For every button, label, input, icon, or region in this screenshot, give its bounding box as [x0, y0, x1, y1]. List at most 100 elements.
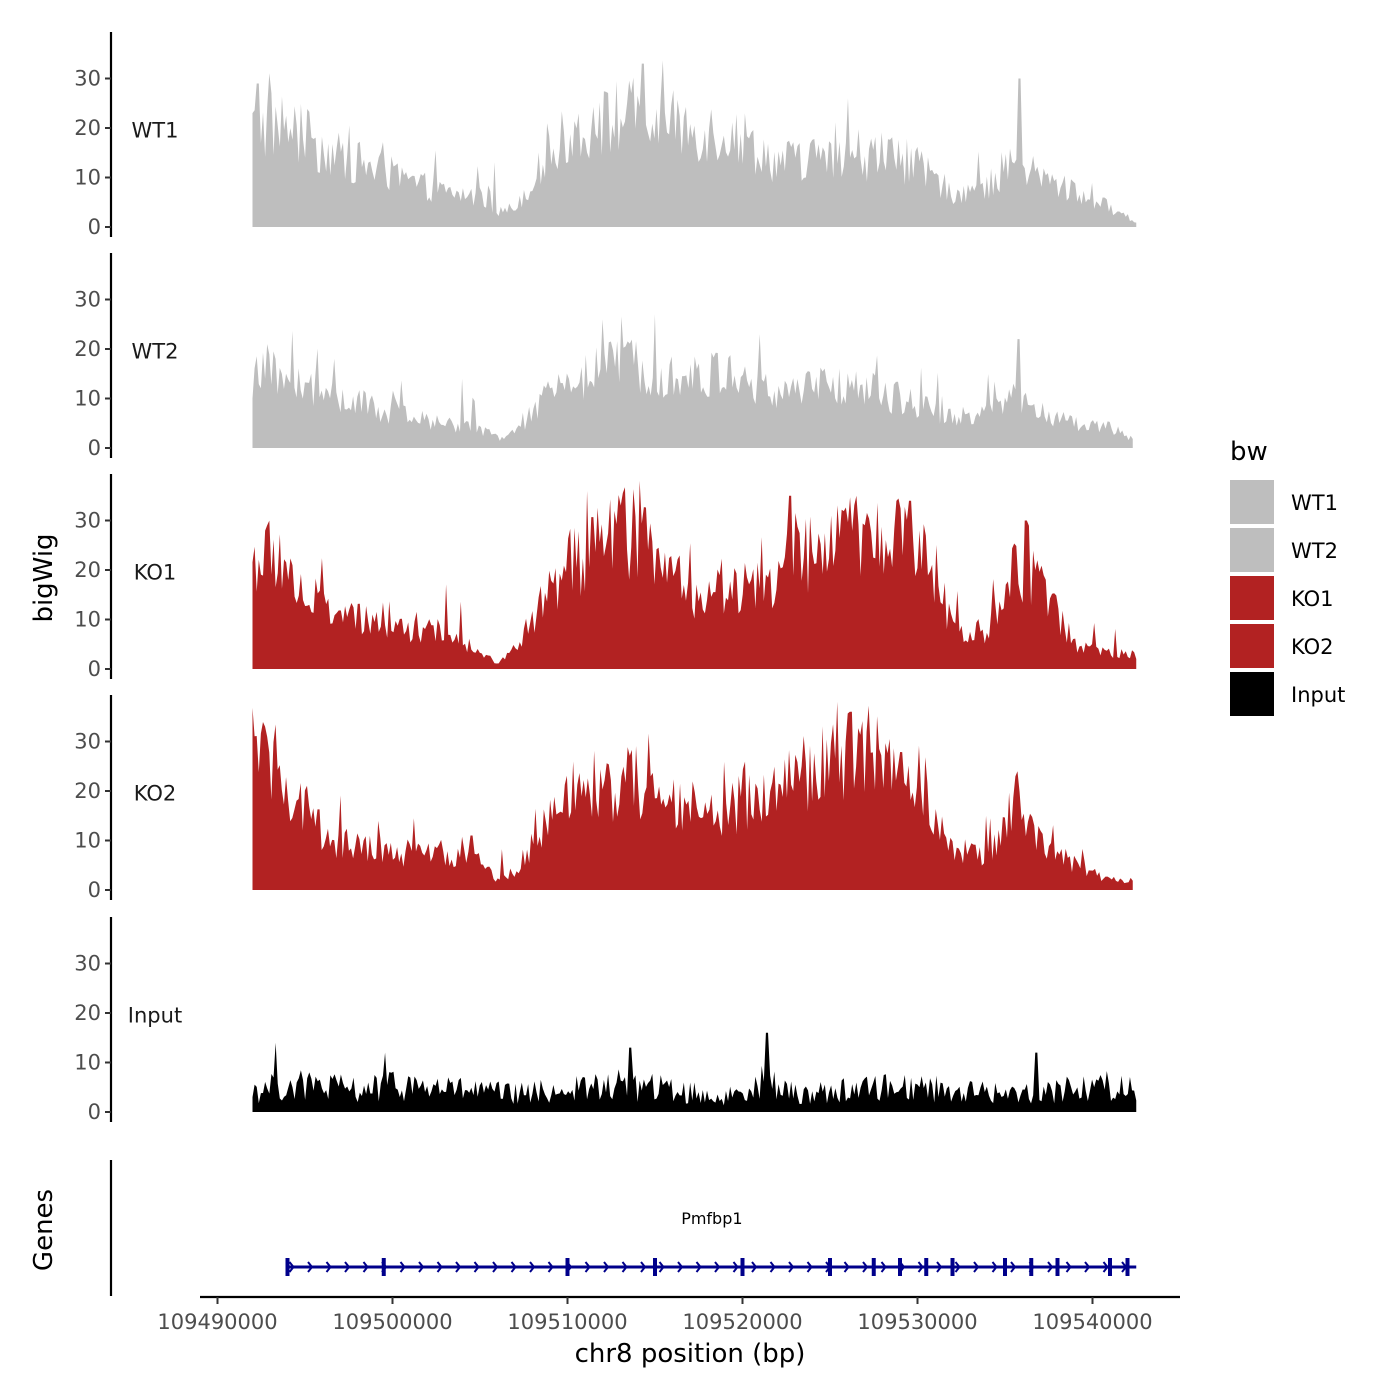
- strand-arrow: [677, 1261, 684, 1273]
- exon: [1029, 1258, 1034, 1276]
- exon: [950, 1258, 955, 1276]
- signal-area-input: [252, 1032, 1137, 1112]
- exon: [285, 1258, 290, 1276]
- x-tick-label: 109520000: [682, 1310, 802, 1334]
- genes-panel: Pmfbp1: [109, 1160, 1137, 1296]
- strand-arrow: [492, 1261, 499, 1273]
- strand-arrow: [344, 1261, 351, 1273]
- y-tick-label: 0: [88, 657, 101, 681]
- strand-arrow: [547, 1261, 554, 1273]
- legend-label: KO2: [1291, 635, 1334, 659]
- legend-key-input: [1230, 672, 1274, 716]
- exon: [1003, 1258, 1007, 1276]
- strand-arrow: [1047, 1261, 1054, 1273]
- track-ko2: 0 10 20 30 KO2: [74, 695, 1133, 902]
- track-label: Input: [128, 1003, 182, 1027]
- strand-arrow: [510, 1261, 517, 1273]
- x-tick-label: 109510000: [507, 1310, 627, 1334]
- strand-arrow: [751, 1261, 758, 1273]
- x-tick-label: 109490000: [157, 1310, 277, 1334]
- y-tick-label: 20: [74, 337, 101, 361]
- x-axis-title: chr8 position (bp): [575, 1339, 806, 1369]
- exon: [740, 1258, 745, 1276]
- exon: [871, 1258, 876, 1276]
- strand-arrow: [658, 1261, 665, 1273]
- strand-arrow: [843, 1261, 850, 1273]
- x-tick-label: 109540000: [1032, 1310, 1152, 1334]
- track-label: WT1: [132, 118, 179, 142]
- exon: [1055, 1258, 1060, 1276]
- y-tick-label: 30: [74, 509, 101, 533]
- track-label: KO2: [134, 781, 177, 805]
- legend-key-ko2: [1230, 624, 1274, 668]
- strand-arrow: [621, 1261, 628, 1273]
- x-tick-label: 109530000: [857, 1310, 977, 1334]
- strand-arrow: [880, 1261, 887, 1273]
- legend-label: WT1: [1291, 491, 1338, 515]
- y-tick-label: 10: [74, 166, 101, 190]
- strand-arrow: [991, 1261, 998, 1273]
- y-tick-label: 20: [74, 558, 101, 582]
- exon: [898, 1258, 902, 1276]
- exon: [1125, 1258, 1130, 1276]
- track-wt2: 0 10 20 30 WT2: [74, 253, 1133, 460]
- y-tick-label: 30: [74, 288, 101, 312]
- gene-name-label: Pmfbp1: [681, 1209, 742, 1228]
- y-tick-label: 0: [88, 1100, 101, 1124]
- legend: bw WT1 WT2 KO1 KO2 Input: [1230, 437, 1345, 716]
- strand-arrow: [1084, 1261, 1091, 1273]
- signal-area-wt1: [252, 60, 1137, 227]
- strand-arrow: [695, 1261, 702, 1273]
- exon: [565, 1258, 570, 1276]
- signal-area-ko2: [252, 701, 1133, 890]
- strand-arrow: [769, 1261, 776, 1273]
- strand-arrow: [418, 1261, 425, 1273]
- strand-arrow: [325, 1261, 332, 1273]
- y-tick-label: 30: [74, 730, 101, 754]
- y-tick-label: 0: [88, 878, 101, 902]
- y-tick-label: 20: [74, 1001, 101, 1025]
- genes-axis-title: Genes: [29, 1189, 59, 1271]
- strand-arrow: [973, 1261, 980, 1273]
- track-label: WT2: [132, 339, 179, 363]
- legend-key-ko1: [1230, 576, 1274, 620]
- strand-arrow: [954, 1261, 961, 1273]
- strand-arrow: [917, 1261, 924, 1273]
- signal-area-wt2: [252, 314, 1133, 448]
- strand-arrow: [455, 1261, 462, 1273]
- strand-arrow: [640, 1261, 647, 1273]
- legend-label: WT2: [1291, 539, 1338, 563]
- strand-arrow: [862, 1261, 869, 1273]
- strand-arrow: [399, 1261, 406, 1273]
- strand-arrow: [936, 1261, 943, 1273]
- strand-arrow: [288, 1261, 295, 1273]
- strand-arrow: [362, 1261, 369, 1273]
- y-tick-label: 0: [88, 436, 101, 460]
- strand-arrow: [584, 1261, 591, 1273]
- strand-arrow: [1065, 1261, 1072, 1273]
- strand-arrow: [529, 1261, 536, 1273]
- strand-arrow: [788, 1261, 795, 1273]
- exon: [924, 1258, 929, 1276]
- track-input: 0 10 20 30 Input: [74, 917, 1137, 1124]
- strand-arrow: [603, 1261, 610, 1273]
- y-tick-label: 10: [74, 829, 101, 853]
- exon: [828, 1258, 832, 1276]
- exon: [1108, 1258, 1112, 1276]
- legend-key-wt1: [1230, 480, 1274, 524]
- y-tick-label: 10: [74, 1051, 101, 1075]
- tracks-layer: 0 10 20 30 WT1 0 10 20 30 WT2 0 10 20 30 KO1 0 10 20 30 KO2…: [74, 32, 1137, 1124]
- strand-arrow: [473, 1261, 480, 1273]
- y-tick-label: 0: [88, 215, 101, 239]
- legend-label: KO1: [1291, 587, 1334, 611]
- signal-area-ko1: [252, 480, 1137, 669]
- y-tick-label: 30: [74, 952, 101, 976]
- y-tick-label: 20: [74, 779, 101, 803]
- exon: [653, 1258, 657, 1276]
- legend-title: bw: [1230, 437, 1268, 467]
- y-axis-title: bigWig: [29, 533, 59, 622]
- x-tick-label: 109500000: [332, 1310, 452, 1334]
- track-label: KO1: [134, 560, 177, 584]
- legend-key-wt2: [1230, 528, 1274, 572]
